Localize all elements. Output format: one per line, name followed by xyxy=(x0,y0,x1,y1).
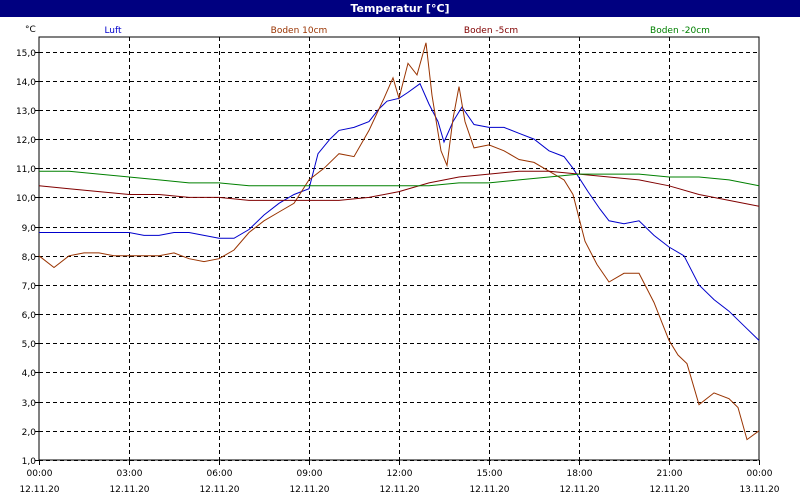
x-tick-label-time: 12:00 xyxy=(387,469,413,479)
y-tick-label: 11,0 xyxy=(16,165,36,175)
temperature-chart: 1,0 2,0 3,0 4,0 5,0 6,0 7,0 8,0 9,0 10,0 11,0 12,0 1… xyxy=(16,25,780,495)
y-tick-label: 6,0 xyxy=(22,311,37,321)
y-tick-label: 7,0 xyxy=(22,282,37,292)
y-tick-label: 4,0 xyxy=(22,369,37,379)
legend-entry: Boden -20cm xyxy=(650,26,710,36)
x-tick-label-date: 12.11.20 xyxy=(379,485,419,495)
x-tick-label-date: 12.11.20 xyxy=(559,485,599,495)
x-tick-label-time: 09:00 xyxy=(297,469,323,479)
y-tick-label: 14,0 xyxy=(16,78,36,88)
x-tick-label-time: 15:00 xyxy=(477,469,503,479)
x-tick-label-time: 21:00 xyxy=(657,469,683,479)
y-tick-label: 10,0 xyxy=(16,194,36,204)
y-tick-label: 1,0 xyxy=(22,457,37,467)
y-tick-label: 2,0 xyxy=(22,428,37,438)
x-tick-label-date: 12.11.20 xyxy=(469,485,509,495)
legend-entry: Boden 10cm xyxy=(271,26,328,36)
series-line xyxy=(38,170,760,207)
x-tick-label-date: 13.11.20 xyxy=(739,485,779,495)
y-tick-label: 5,0 xyxy=(22,340,37,350)
series-line xyxy=(39,82,760,341)
x-tick-label-date: 12.11.20 xyxy=(19,485,59,495)
x-tick-label-time: 00:00 xyxy=(747,469,773,479)
x-tick-label-time: 03:00 xyxy=(117,469,143,479)
x-tick-label-date: 12.11.20 xyxy=(649,485,689,495)
x-tick-label-time: 06:00 xyxy=(207,469,233,479)
x-tick-label-date: 12.11.20 xyxy=(109,485,149,495)
y-tick-label: 12,0 xyxy=(16,136,36,146)
x-tick-label-time: 18:00 xyxy=(567,469,593,479)
x-tick-label-time: 00:00 xyxy=(27,469,53,479)
series-line xyxy=(38,42,760,441)
y-tick-label: 13,0 xyxy=(16,107,36,117)
y-axis-label: °C xyxy=(25,25,36,35)
y-tick-label: 3,0 xyxy=(22,399,37,409)
series-line xyxy=(39,170,760,187)
legend-entry: Luft xyxy=(104,26,122,36)
legend-entry: Boden -5cm xyxy=(464,26,518,36)
window-title: Temperatur [°C] xyxy=(0,0,800,17)
x-tick-label-date: 12.11.20 xyxy=(199,485,239,495)
y-tick-label: 15,0 xyxy=(16,49,36,59)
y-tick-label: 9,0 xyxy=(22,224,37,234)
y-tick-label: 8,0 xyxy=(22,253,37,263)
x-tick-label-date: 12.11.20 xyxy=(289,485,329,495)
